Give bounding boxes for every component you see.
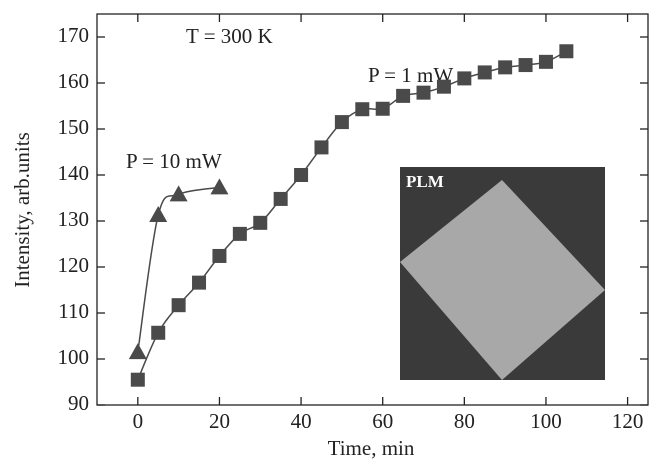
marker xyxy=(355,102,370,117)
y-axis-label: Intensity, arb.units xyxy=(10,132,34,288)
marker xyxy=(149,206,168,223)
y-tick-label: 120 xyxy=(58,253,90,277)
marker xyxy=(518,58,533,73)
marker xyxy=(212,248,227,263)
x-tick-label: 100 xyxy=(530,409,562,433)
annotation: T = 300 K xyxy=(186,24,273,48)
series-label: P = 10 mW xyxy=(126,149,222,173)
inset-label: PLM xyxy=(406,172,444,191)
y-tick-label: 160 xyxy=(58,69,90,93)
marker xyxy=(457,71,472,86)
marker xyxy=(294,168,309,182)
x-tick-label: 40 xyxy=(291,409,312,433)
marker xyxy=(192,275,207,290)
y-tick-label: 100 xyxy=(58,345,90,369)
marker xyxy=(128,343,147,360)
y-tick-label: 90 xyxy=(68,391,89,415)
marker xyxy=(477,65,492,80)
marker xyxy=(416,85,431,100)
series-line xyxy=(137,186,220,353)
marker xyxy=(538,54,553,69)
marker xyxy=(273,191,288,206)
marker xyxy=(559,44,574,59)
x-tick-label: 60 xyxy=(372,409,393,433)
marker xyxy=(375,101,390,116)
marker xyxy=(171,298,186,313)
marker xyxy=(498,60,513,75)
x-tick-label: 80 xyxy=(454,409,475,433)
y-tick-label: 140 xyxy=(58,161,90,185)
x-axis-label: Time, min xyxy=(328,436,415,460)
marker xyxy=(334,115,349,130)
x-tick-label: 20 xyxy=(209,409,230,433)
plot-frame xyxy=(96,13,649,406)
marker xyxy=(314,140,329,155)
marker xyxy=(253,215,268,230)
y-tick-label: 170 xyxy=(58,23,90,47)
marker xyxy=(130,372,145,387)
x-tick-label: 0 xyxy=(133,409,144,433)
marker xyxy=(436,79,451,94)
marker xyxy=(396,88,411,103)
y-tick-label: 110 xyxy=(58,299,89,323)
y-tick-label: 150 xyxy=(58,115,90,139)
x-tick-label: 120 xyxy=(612,409,644,433)
marker xyxy=(232,226,247,241)
series-line xyxy=(137,50,567,380)
marker xyxy=(151,325,166,340)
marker xyxy=(169,185,188,202)
inset-diamond xyxy=(400,180,605,380)
marker xyxy=(210,178,229,195)
y-tick-label: 130 xyxy=(58,207,90,231)
